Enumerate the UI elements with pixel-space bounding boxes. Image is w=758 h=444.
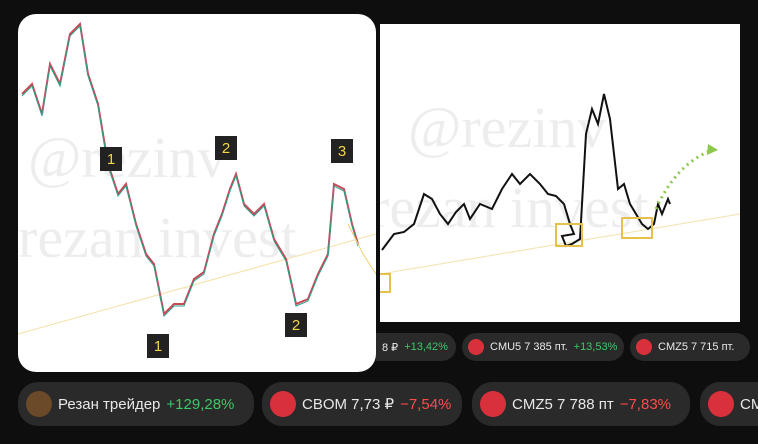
watermark: rezan invest [380,175,649,240]
ticker: CMZ5 7 788 пт [512,395,614,413]
ticker-chip[interactable]: CMZ5 7 788 пт −7,83% [472,382,690,426]
watermark: @rezinv [28,125,227,190]
change: +129,28% [166,395,235,413]
ticker-chip[interactable]: CMZ5 7 715 пт. [630,333,750,361]
watermark: rezan invest [18,205,297,270]
ticker-chip[interactable]: CM [700,382,758,426]
change: −7,83% [619,395,671,413]
price-chart [18,21,376,335]
ticker-chip[interactable]: CMU5 7 385 пт. +13,53% [462,333,624,361]
icon [468,339,484,355]
change: +13,42% [404,341,448,353]
change: +13,53% [573,341,618,353]
icon [708,391,734,417]
wave-marker: 2 [285,313,307,337]
wave-marker: 1 [100,147,122,171]
ticker-chip[interactable]: CBOM 7,73 ₽ −7,54% [262,382,462,426]
watermark: @rezinv [408,95,607,160]
ticker: CMZ5 7 715 пт. [658,341,735,353]
change: −7,54% [400,395,452,413]
chart-image[interactable]: @rezinv rezan invest 1 2 3 1 2 [18,14,376,372]
ticker: CBOM 7,73 ₽ [302,396,395,413]
wave-marker: 1 [147,334,169,358]
wave-marker: 3 [331,139,353,163]
icon [480,391,506,417]
price-chart [380,93,740,293]
icon [636,339,652,355]
chart-image[interactable]: @rezinv rezan invest [380,24,740,322]
ticker: 8 ₽ [382,341,399,354]
ticker-chip[interactable]: 8 ₽ +13,42% [376,333,456,361]
icon [270,391,296,417]
avatar [26,391,52,417]
ticker: CM [740,395,758,413]
ticker-chip[interactable]: Резан трейдер +129,28% [18,382,254,426]
wave-marker: 2 [215,136,237,160]
ticker: CMU5 7 385 пт. [490,341,568,353]
ticker: Резан трейдер [58,395,161,413]
